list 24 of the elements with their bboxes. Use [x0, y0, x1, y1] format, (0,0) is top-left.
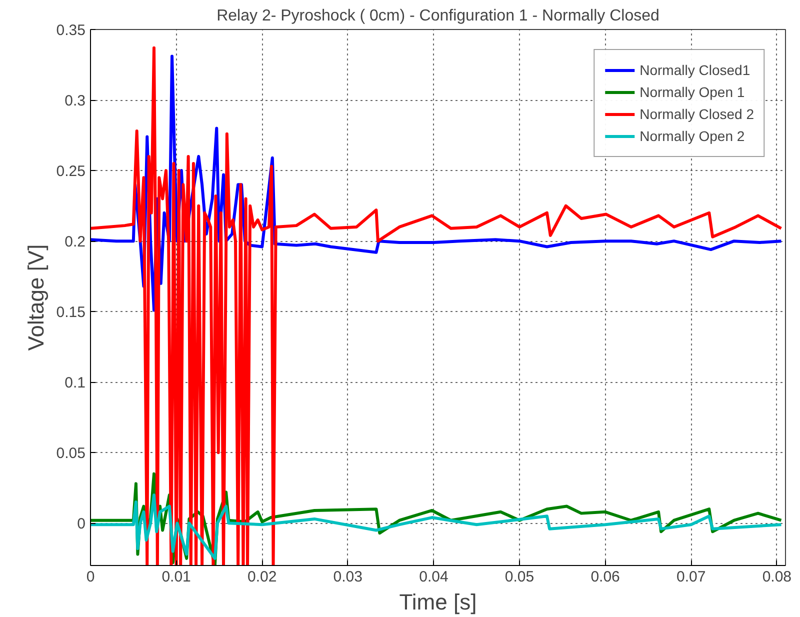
x-tick-label: 0.07 — [676, 568, 706, 586]
x-tick-label: 0.04 — [419, 568, 448, 586]
x-tick-label: 0.05 — [504, 568, 534, 586]
y-tick-label: 0.3 — [64, 92, 86, 110]
x-tick-label: 0.06 — [590, 568, 620, 586]
legend-label: Normally Closed 2 — [640, 106, 754, 122]
y-tick-label: 0.25 — [56, 163, 86, 180]
y-axis-title: Voltage [V] — [23, 244, 48, 351]
y-tick-label: 0 — [77, 516, 86, 533]
x-axis-title: Time [s] — [399, 590, 477, 614]
y-tick-label: 0.15 — [56, 304, 86, 322]
x-tick-label: 0.08 — [762, 568, 792, 586]
y-tick-label: 0.2 — [64, 234, 86, 251]
y-tick-label: 0.1 — [64, 374, 86, 392]
y-tick-label: 0.05 — [56, 445, 86, 462]
legend-label: Normally Closed1 — [640, 62, 750, 78]
y-tick-label: 0.35 — [56, 22, 86, 39]
x-tick-label: 0.02 — [248, 568, 277, 586]
x-tick-label: 0.03 — [333, 568, 363, 586]
chart-title: Relay 2- Pyroshock ( 0cm) - Configuration 1 - Normally Closed — [216, 8, 660, 24]
legend-label: Normally Open 2 — [640, 128, 745, 144]
line-series — [90, 493, 783, 560]
legend-label: Normally Open 1 — [640, 84, 745, 100]
x-tick-label: 0.01 — [162, 568, 191, 586]
